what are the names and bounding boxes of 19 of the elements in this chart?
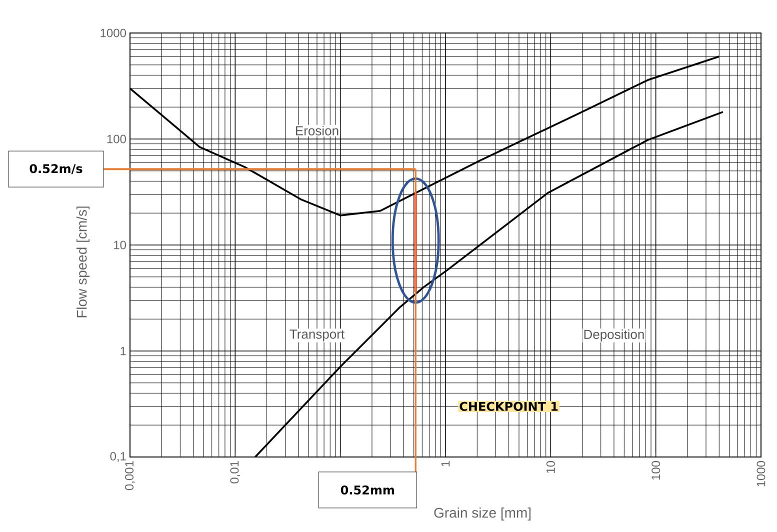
annotation: CHECKPOINT 1 <box>460 402 558 411</box>
x-tick-label: 0,01 <box>230 461 240 484</box>
y-tick-label: 0,1 <box>110 452 126 462</box>
annotation: Transport <box>290 330 344 342</box>
y-axis-title: Flow speed [cm/s] <box>76 206 90 318</box>
ref-line-label: 0.52mm <box>340 485 394 495</box>
annotation: Erosion <box>296 126 338 136</box>
x-tick-label: 1 <box>441 461 450 466</box>
x-tick-label: 100 <box>652 460 660 480</box>
y-tick-label: 10 <box>114 240 126 250</box>
ref-line-label: 0.52m/s <box>30 164 82 174</box>
y-tick-label: 100 <box>107 134 126 144</box>
x-tick-label: 0,001 <box>125 461 135 490</box>
annotation: Deposition <box>584 329 644 342</box>
y-tick-label: 1 <box>120 346 126 356</box>
x-axis-title: Grain size [mm] <box>434 507 531 521</box>
x-tick-label: 10 <box>546 460 555 473</box>
y-tick-label: 1000 <box>100 28 126 38</box>
x-tick-label: 1000 <box>756 460 766 486</box>
